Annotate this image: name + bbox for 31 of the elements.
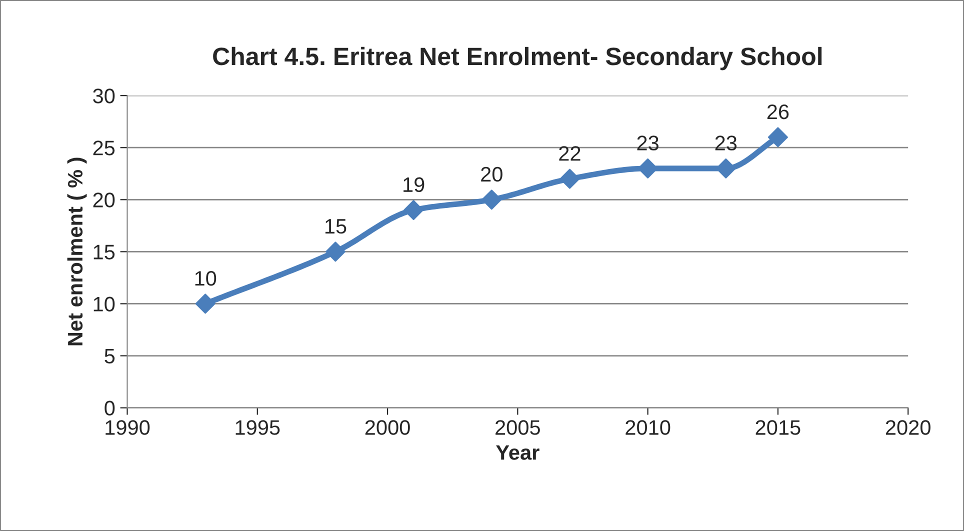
- point: [195, 294, 216, 314]
- chart-title: Chart 4.5. Eritrea Net Enrolment- Secondary School: [213, 46, 822, 70]
- y-axis-title: Net enrolment ( % ): [67, 158, 87, 346]
- data-label: 15: [325, 219, 346, 234]
- data-label: 22: [559, 146, 580, 161]
- point: [325, 242, 346, 262]
- x-tick-label: 2000: [365, 420, 410, 435]
- data-label: 23: [637, 136, 658, 150]
- data-label: 10: [195, 270, 216, 286]
- data-label: 23: [715, 136, 737, 150]
- x-tick-label: 1995: [236, 420, 280, 435]
- data-label: 26: [767, 104, 789, 120]
- y-tick-label: 25: [93, 140, 115, 156]
- data-label: 20: [481, 166, 502, 182]
- x-tick-label: 1990: [106, 420, 150, 435]
- point: [404, 200, 424, 220]
- x-axis-title: Year: [496, 445, 540, 460]
- y-tick-label: 10: [94, 296, 115, 312]
- y-tick-label: 20: [93, 192, 115, 208]
- x-tick-label: 2020: [886, 420, 930, 435]
- y-tick-label: 15: [94, 244, 115, 260]
- y-tick-label: 5: [104, 348, 115, 364]
- x-tick-label: 2015: [756, 420, 800, 435]
- y-tick-label: 30: [93, 88, 115, 104]
- x-tick-label: 2005: [496, 420, 540, 435]
- data-label: 19: [404, 177, 424, 192]
- x-tick-label: 2010: [626, 420, 670, 435]
- y-tick-label: 0: [104, 400, 115, 416]
- point: [560, 168, 580, 189]
- point: [482, 190, 502, 210]
- point: [768, 127, 788, 148]
